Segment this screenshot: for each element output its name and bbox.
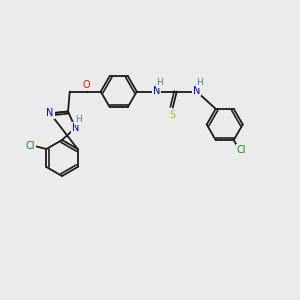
Text: H: H <box>156 78 163 87</box>
Text: N: N <box>193 85 200 96</box>
Text: Cl: Cl <box>26 141 35 151</box>
Text: H: H <box>75 116 82 124</box>
Text: H: H <box>196 78 203 87</box>
Text: O: O <box>83 80 91 90</box>
Text: N: N <box>153 85 160 96</box>
Text: Cl: Cl <box>237 145 247 155</box>
Text: N: N <box>46 108 54 118</box>
Text: N: N <box>72 123 79 133</box>
Text: S: S <box>170 110 176 120</box>
